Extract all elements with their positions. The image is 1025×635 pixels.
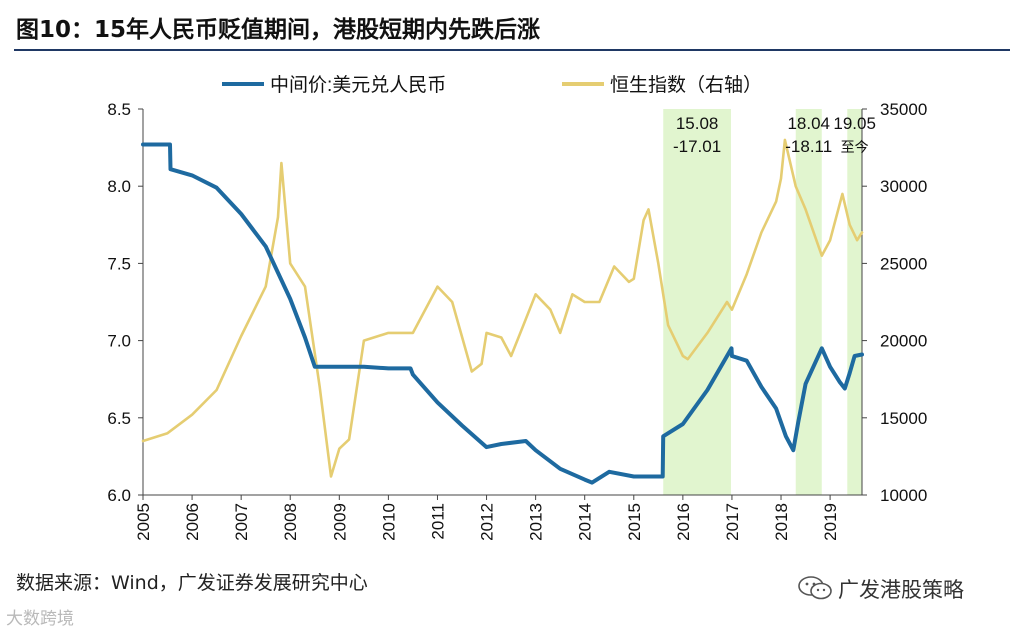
x-tick-label: 2013 (527, 503, 546, 541)
period-label-start: 19.05 (833, 114, 876, 133)
title-divider (14, 49, 1010, 51)
x-tick-label: 2009 (330, 503, 349, 541)
hsi-line (141, 138, 864, 478)
source-note: 数据来源：Wind，广发证券发展研究中心 (16, 572, 368, 594)
period-label-end: 至今 (841, 139, 869, 155)
page-title: 图10：15年人民币贬值期间，港股短期内先跌后涨 (16, 17, 541, 43)
legend: 中间价:美元兑人民币 恒生指数（右轴） (222, 74, 762, 96)
brand-name: 广发港股策略 (838, 578, 964, 602)
y-right-tick-label: 30000 (880, 177, 927, 196)
shaded-periods (663, 109, 862, 495)
y-left-tick-label: 7.0 (107, 332, 131, 351)
y-left-tick-label: 8.0 (107, 177, 131, 196)
x-tick-label: 2016 (674, 503, 693, 541)
x-tick-label: 2006 (183, 503, 202, 541)
y-left-tick-label: 6.5 (107, 409, 131, 428)
usdcny-line (141, 142, 864, 485)
y-left-tick-label: 8.5 (107, 100, 131, 119)
x-tick-label: 2011 (428, 503, 447, 540)
watermark: 大数跨境 (6, 609, 74, 629)
x-tick-label: 2010 (379, 503, 398, 541)
wechat-icon (798, 576, 832, 600)
shaded-period-3 (847, 109, 862, 495)
x-tick-label: 2019 (821, 503, 840, 541)
x-tick-label: 2008 (281, 503, 300, 541)
x-tick-label: 2012 (478, 503, 497, 541)
y-right-tick-label: 20000 (880, 332, 927, 351)
x-tick-label: 2007 (232, 503, 251, 541)
chart: 6.0 6.5 7.0 7.5 8.0 8.5 10000 15000 20000 25000 30… (107, 74, 927, 541)
shaded-period-2 (795, 109, 822, 495)
y-left-tick-label: 6.0 (107, 486, 131, 505)
y-right-tick-label: 10000 (880, 486, 927, 505)
y-right-tick-label: 25000 (880, 254, 927, 273)
legend-item-usdcny-label: 中间价:美元兑人民币 (270, 74, 446, 96)
y-left-tick-label: 7.5 (107, 254, 131, 273)
period-label-start: 18.04 (787, 114, 830, 133)
series-lines (141, 138, 864, 485)
x-tick-label: 2014 (576, 503, 595, 541)
shaded-period-1 (663, 109, 731, 495)
x-tick-label: 2015 (625, 503, 644, 541)
period-label-start: 15.08 (676, 114, 719, 133)
legend-item-hsi-label: 恒生指数（右轴） (610, 74, 762, 96)
y-right-tick-label: 35000 (880, 100, 927, 119)
period-label-end: -17.01 (673, 137, 721, 156)
x-tick-label: 2018 (772, 503, 791, 541)
x-tick-label: 2005 (134, 503, 153, 541)
y-right-tick-label: 15000 (880, 409, 927, 428)
axes: 6.0 6.5 7.0 7.5 8.0 8.5 10000 15000 20000 25000 30… (107, 100, 927, 541)
period-label-end: -18.11 (785, 137, 832, 156)
x-tick-label: 2017 (723, 503, 742, 541)
